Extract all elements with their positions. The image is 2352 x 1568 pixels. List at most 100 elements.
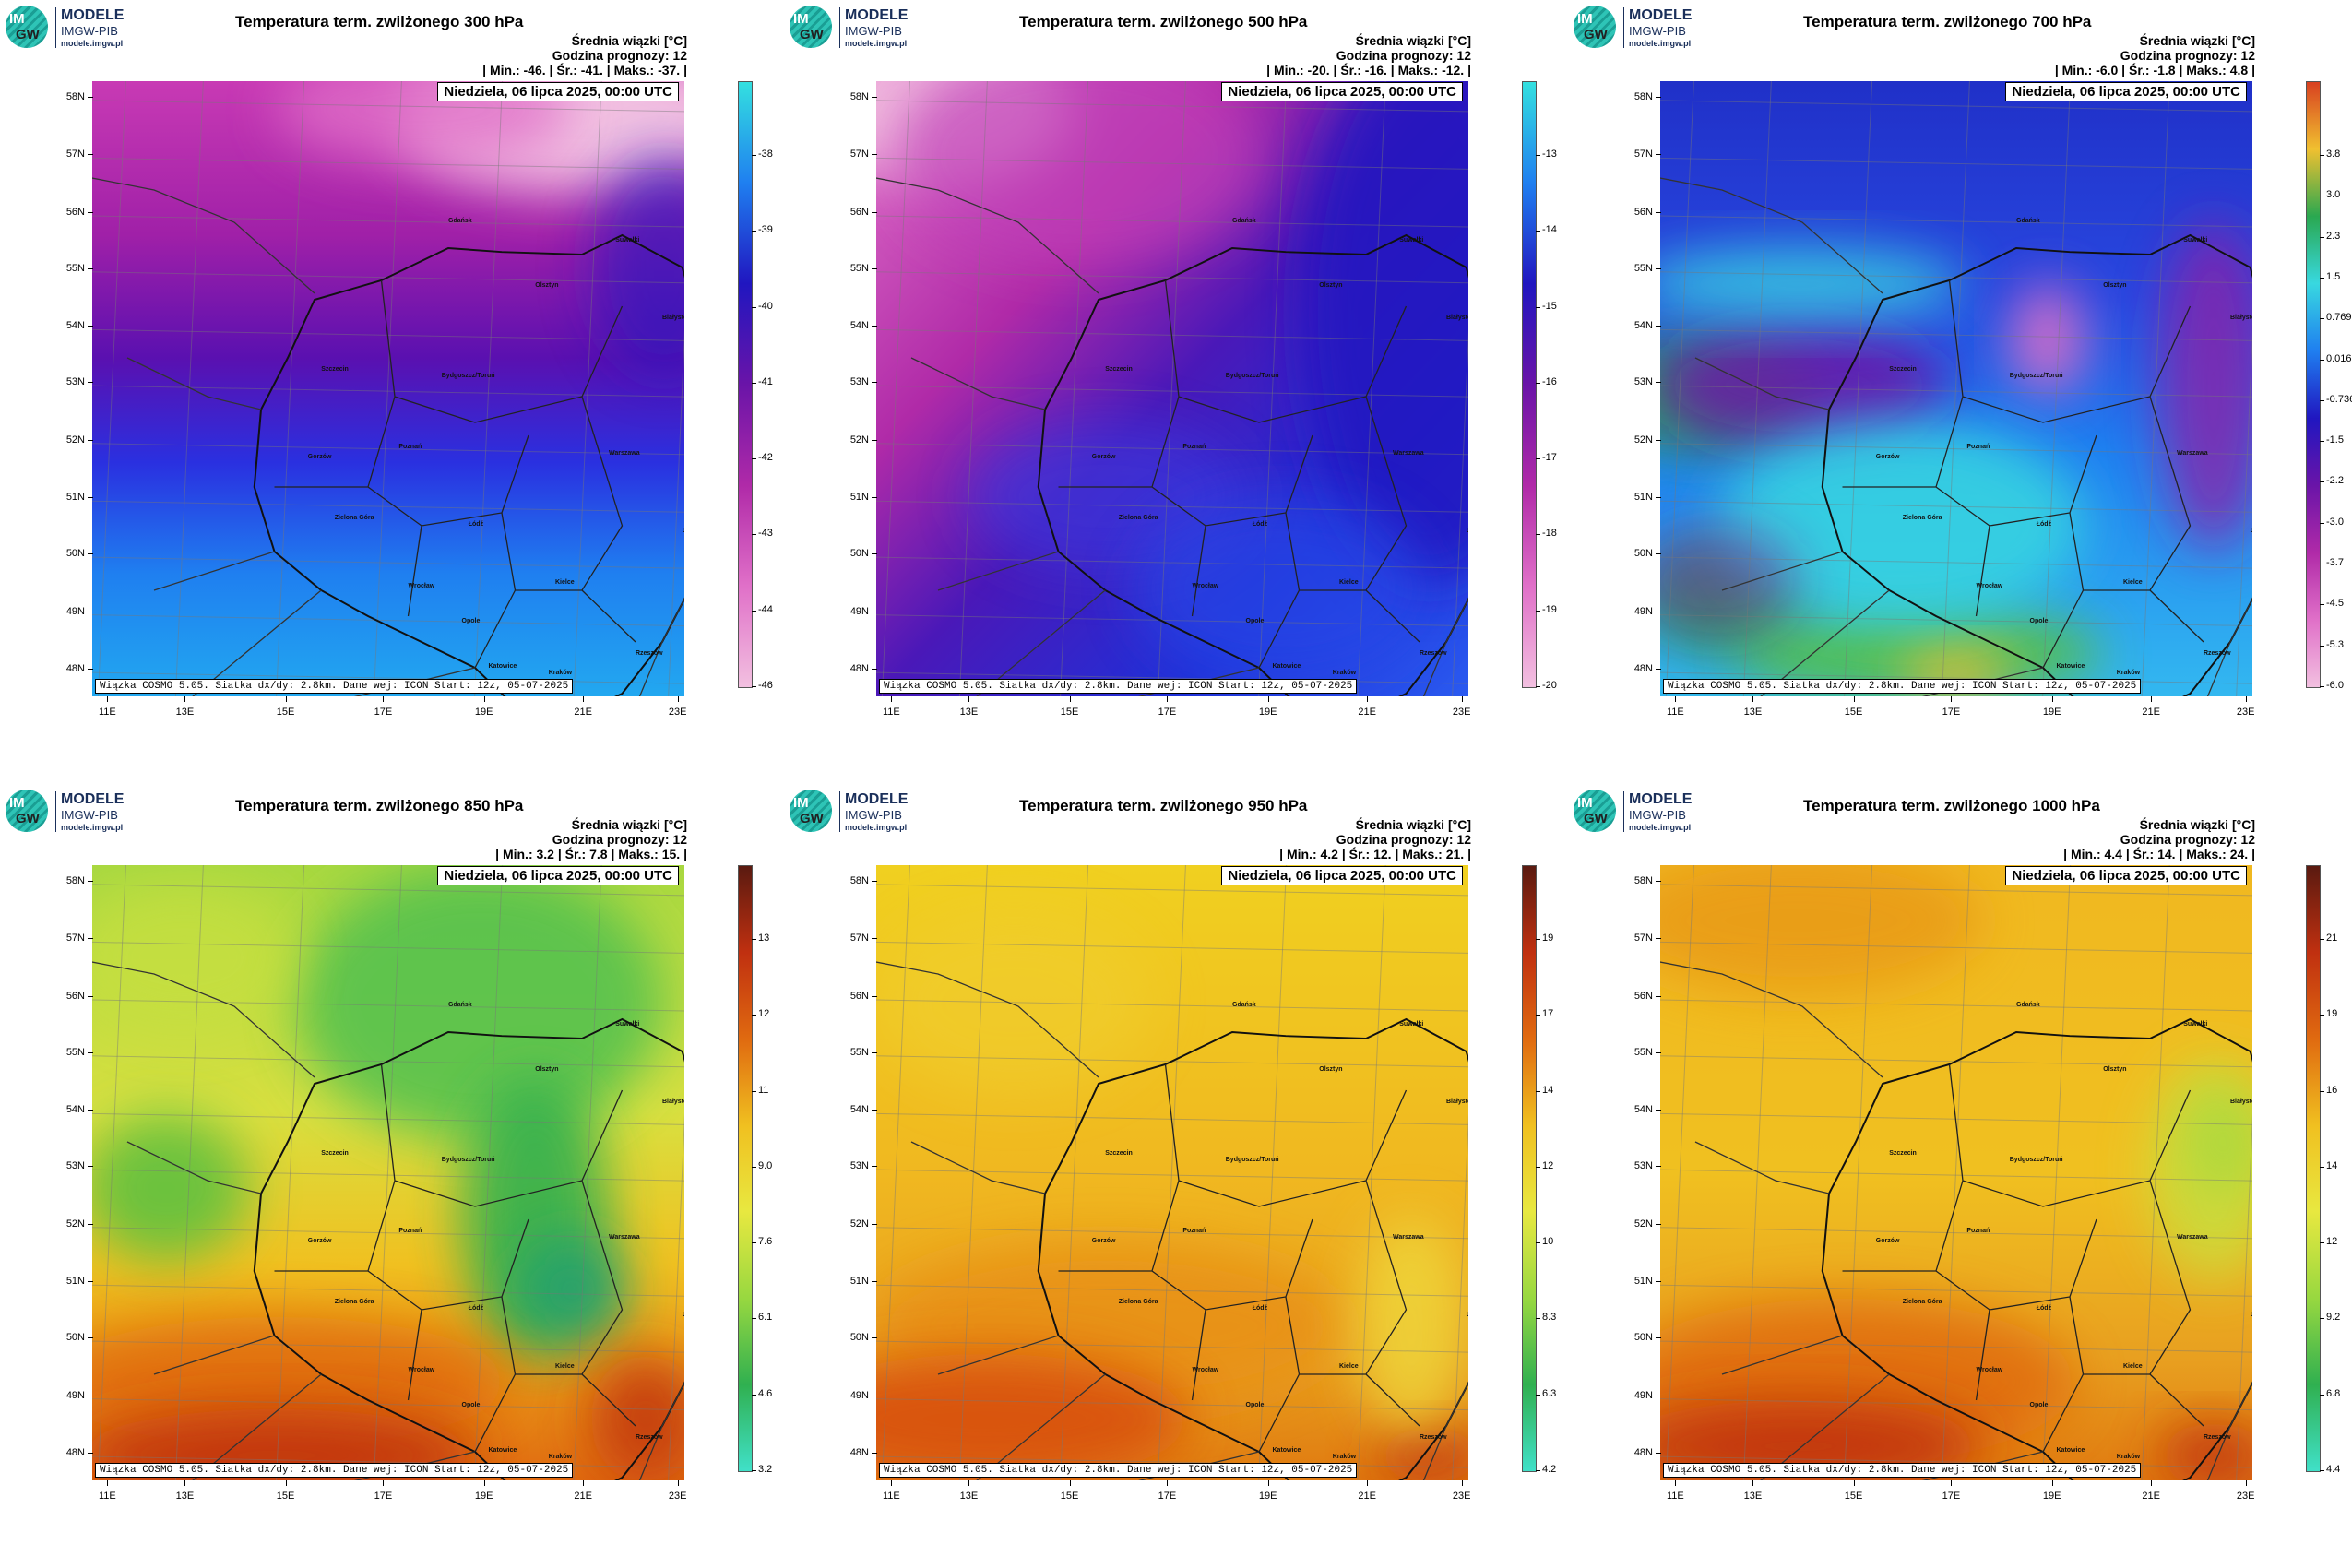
city-label: Kraków	[2117, 1454, 2141, 1460]
colorbar-label: -43	[758, 528, 773, 540]
map-panel: IM GW MODELE IMGW-PIB modele.imgw.pl Temperat…	[784, 784, 1568, 1568]
temperature-map[interactable]: Gdańsk Olsztyn Suwałki Białystok Szczecin Byd…	[876, 865, 1468, 1480]
latitude-gridline	[1660, 500, 2252, 513]
colorbar-label: 3.8	[2326, 148, 2341, 160]
colorbar-label: 1.5	[2326, 270, 2341, 282]
latitude-gridline	[876, 1398, 1468, 1411]
latitude-label: 58N	[1633, 874, 1653, 886]
temperature-map[interactable]: Gdańsk Olsztyn Suwałki Białystok Szczecin Byd…	[1660, 865, 2252, 1480]
latitude-tick	[872, 211, 877, 213]
temperature-map[interactable]: Gdańsk Olsztyn Suwałki Białystok Szczecin Byd…	[92, 865, 684, 1480]
panel-title: Temperatura term. zwilżonego 300 hPa	[235, 13, 524, 30]
latitude-label: 56N	[849, 990, 869, 1002]
latitude-gridline	[1660, 1340, 2252, 1353]
longitude-tick	[1461, 696, 1463, 702]
logo-gw-text: GW	[800, 811, 824, 826]
city-label: Wrocław	[1977, 583, 2003, 589]
longitude-label: 19E	[474, 1491, 493, 1502]
colorbar-label: -4.5	[2326, 598, 2344, 610]
longitude-tick	[383, 1480, 385, 1486]
latitude-gridline	[92, 1227, 684, 1240]
voivodeship-borders	[1842, 1063, 2204, 1453]
latitude-tick	[88, 1453, 93, 1455]
colorbar-tick	[2320, 686, 2324, 687]
city-label: Suwałki	[2183, 237, 2207, 244]
colorbar	[1522, 865, 1537, 1472]
city-label: Poznań	[398, 444, 422, 450]
field-blob	[2158, 220, 2252, 552]
logo-url: modele.imgw.pl	[845, 823, 908, 832]
city-label: Łódź	[469, 1305, 484, 1312]
longitude-gridline	[1357, 865, 1386, 1480]
latitude-tick	[1656, 938, 1661, 940]
city-label: Łódź	[1253, 1305, 1268, 1312]
latitude-tick	[1656, 267, 1661, 269]
longitude-label: 17E	[374, 707, 393, 718]
panel-title: Temperatura term. zwilżonego 1000 hPa	[1803, 797, 2100, 814]
latitude-tick	[872, 1166, 877, 1168]
latitude-gridline	[876, 215, 1468, 228]
forecast-hour: Godzina prognozy: 12	[2120, 832, 2255, 847]
city-label: Opole	[462, 618, 481, 624]
latitude-tick	[1656, 553, 1661, 555]
city-label: Kielce	[1339, 1363, 1359, 1370]
longitude-gridline	[2236, 329, 2252, 696]
longitude-gridline	[2141, 865, 2170, 1480]
city-label: Olsztyn	[1319, 282, 1342, 289]
logo-separator	[839, 7, 840, 48]
poland-border	[253, 1017, 684, 1480]
colorbar-label: -44	[758, 603, 773, 615]
city-label: Rzeszów	[636, 1434, 663, 1441]
colorbar	[2306, 81, 2321, 688]
stats-line: | Min.: 4.2 | Śr.: 12. | Maks.: 21. |	[1279, 847, 1471, 861]
city-label: Katowice	[489, 663, 517, 670]
latitude-tick	[88, 1166, 93, 1168]
source-label: Wiązka COSMO 5.05. Siatka dx/dy: 2.8km. …	[95, 1463, 574, 1478]
logo-title: MODELE	[1629, 791, 1693, 807]
longitude-tick	[1951, 1480, 1953, 1486]
latitude-label: 54N	[1633, 1104, 1653, 1116]
colorbar-tick	[1536, 306, 1540, 308]
latitude-tick	[1656, 1281, 1661, 1283]
colorbar	[738, 81, 753, 688]
temperature-map[interactable]: Gdańsk Olsztyn Suwałki Białystok Szczecin Byd…	[1660, 81, 2252, 696]
field-blob	[277, 81, 572, 164]
logo-gw-text: GW	[800, 27, 824, 42]
city-label: Katowice	[489, 1447, 517, 1454]
city-label: Gorzów	[1092, 1238, 1116, 1244]
colorbar-tick	[1536, 939, 1540, 940]
longitude-label: 19E	[474, 707, 493, 718]
city-label: Gdańsk	[1232, 1002, 1256, 1008]
colorbar-label: -20	[1542, 680, 1557, 691]
latitude-gridline	[92, 500, 684, 513]
temperature-map[interactable]: Gdańsk Olsztyn Suwałki Białystok Szczecin Byd…	[876, 81, 1468, 696]
latitude-gridline	[92, 671, 684, 684]
city-label: Szczecin	[1105, 366, 1133, 373]
latitude-label: 57N	[65, 148, 85, 160]
colorbar-label: 0.016	[2326, 352, 2352, 364]
poland-border	[1821, 233, 2252, 696]
colorbar-tick	[2320, 318, 2324, 320]
longitude-tick	[1752, 696, 1754, 702]
city-label: Białystok	[662, 1099, 684, 1105]
colorbar-tick	[1536, 1242, 1540, 1244]
latitude-tick	[88, 154, 93, 156]
city-label: Bydgoszcz/Toruń	[1226, 373, 1279, 379]
latitude-tick	[88, 1051, 93, 1053]
neighbour-borders	[876, 177, 1468, 696]
country-borders	[1660, 961, 2252, 1480]
voivodeship-borders	[274, 1063, 636, 1453]
latitude-label: 48N	[849, 1447, 869, 1459]
city-label: Szczecin	[1889, 366, 1917, 373]
field-blob	[876, 911, 1153, 1096]
latitude-tick	[872, 1281, 877, 1283]
longitude-label: 11E	[1667, 1491, 1684, 1502]
latitude-tick	[872, 1453, 877, 1455]
colorbar-tick	[752, 686, 756, 687]
poland-border	[1821, 1017, 2252, 1480]
city-label: Bydgoszcz/Toruń	[1226, 1157, 1279, 1163]
temperature-map[interactable]: Gdańsk Olsztyn Suwałki Białystok Szczecin Byd…	[92, 81, 684, 696]
city-label: Wrocław	[409, 1367, 435, 1373]
latitude-label: 54N	[65, 320, 85, 332]
city-label: Opole	[1246, 618, 1265, 624]
